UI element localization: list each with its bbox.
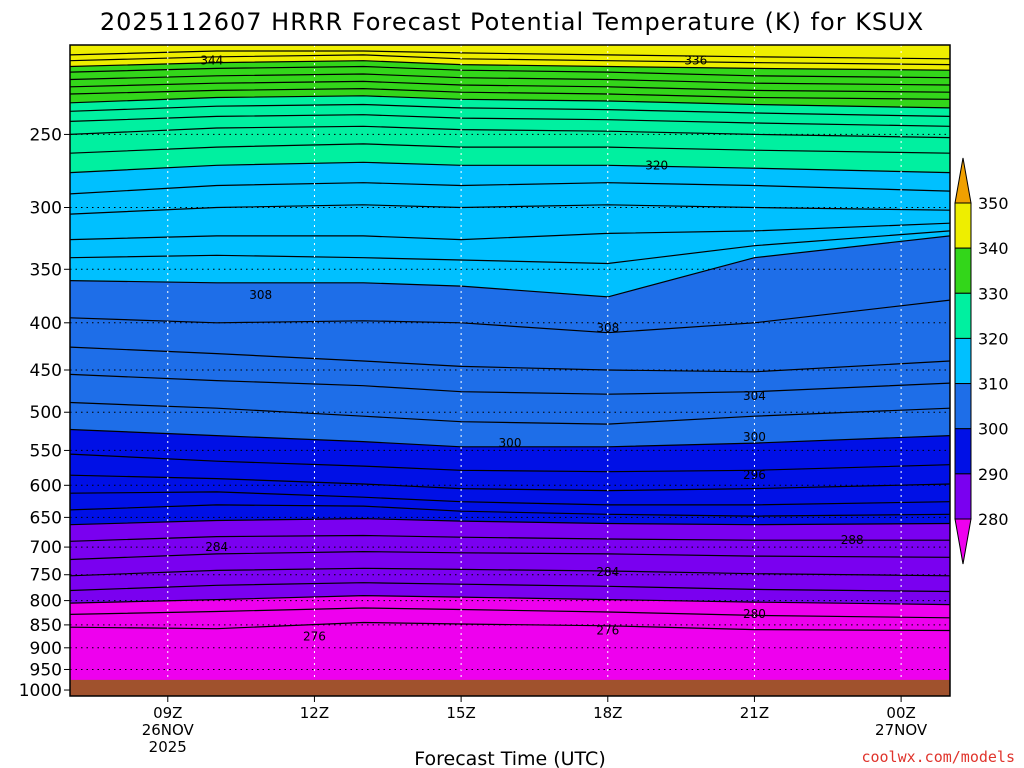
contour-296 bbox=[70, 474, 950, 492]
y-tick-label: 400 bbox=[30, 314, 62, 334]
colorbar-box bbox=[954, 473, 972, 520]
ground-surface bbox=[70, 679, 950, 696]
y-tick-label: 900 bbox=[30, 639, 62, 659]
x-tick-label: 18Z bbox=[593, 704, 622, 722]
y-tick-label: 850 bbox=[30, 616, 62, 636]
y-tick-label: 950 bbox=[30, 660, 62, 680]
y-tick-label: 1000 bbox=[19, 681, 62, 701]
band-276 bbox=[70, 622, 950, 696]
contour-label: 304 bbox=[743, 389, 766, 403]
contour-298 bbox=[70, 453, 950, 473]
x-tick-label: 27NOV bbox=[875, 721, 928, 739]
credit-text: coolwx.com/models bbox=[861, 748, 1015, 766]
y-tick-label: 350 bbox=[30, 260, 62, 280]
y-tick-label: 700 bbox=[30, 538, 62, 558]
x-tick-label: 12Z bbox=[300, 704, 329, 722]
contour-label: 276 bbox=[596, 624, 619, 638]
colorbar-tick-label: 290 bbox=[978, 465, 1009, 484]
y-tick-label: 550 bbox=[30, 441, 62, 461]
y-tick-label: 750 bbox=[30, 566, 62, 586]
y-tick-label: 450 bbox=[30, 361, 62, 381]
grid-lines bbox=[70, 45, 950, 696]
colorbar-tick-label: 300 bbox=[978, 420, 1009, 439]
contour-282 bbox=[70, 582, 950, 593]
y-tick-label: 650 bbox=[30, 508, 62, 528]
x-tick-label: 00Z bbox=[886, 704, 915, 722]
contour-label: 344 bbox=[200, 54, 223, 68]
y-tick-label: 300 bbox=[30, 199, 62, 219]
contour-label: 320 bbox=[645, 158, 668, 172]
contour-290 bbox=[70, 517, 950, 526]
colorbar-box bbox=[954, 428, 972, 475]
colorbar-tick-label: 350 bbox=[978, 194, 1009, 213]
contour-318 bbox=[70, 182, 950, 195]
colorbar-max-arrow bbox=[954, 157, 972, 204]
colorbar-tick-label: 330 bbox=[978, 284, 1009, 303]
y-axis-ticks: 250 300 350 400 450 500 550 600 650 700 750 800 850 9… bbox=[19, 125, 70, 701]
colorbar-box bbox=[954, 202, 972, 249]
x-axis-label: Forecast Time (UTC) bbox=[414, 748, 605, 768]
colorbar: 280 290 300 310 320 330 340 350 bbox=[954, 157, 1009, 565]
contour-label: 276 bbox=[303, 630, 326, 644]
contour-label: 300 bbox=[743, 430, 766, 444]
y-tick-label: 800 bbox=[30, 592, 62, 612]
chart-title: 2025112607 HRRR Forecast Potential Tempe… bbox=[100, 8, 924, 36]
contour-302 bbox=[70, 401, 950, 425]
x-tick-label: 26NOV bbox=[142, 721, 195, 739]
colorbar-box bbox=[954, 337, 972, 385]
colorbar-box bbox=[954, 247, 972, 294]
colorbar-tick-label: 340 bbox=[978, 239, 1009, 258]
contour-334 bbox=[70, 80, 950, 93]
contour-label: 288 bbox=[841, 533, 864, 547]
x-tick-label: 09Z bbox=[153, 704, 182, 722]
colorbar-tick-label: 280 bbox=[978, 510, 1009, 529]
contour-label: 280 bbox=[743, 607, 766, 621]
contour-306 bbox=[70, 346, 950, 373]
contour-304 bbox=[70, 373, 950, 395]
colorbar-tick-label: 320 bbox=[978, 329, 1009, 348]
y-tick-label: 600 bbox=[30, 476, 62, 496]
x-tick-label: 21Z bbox=[740, 704, 769, 722]
y-tick-label: 500 bbox=[30, 403, 62, 423]
contour-292 bbox=[70, 504, 950, 517]
contour-label: 336 bbox=[684, 54, 707, 68]
colorbar-box bbox=[954, 292, 972, 339]
contour-276 bbox=[70, 621, 950, 632]
contour-332 bbox=[70, 87, 950, 100]
contour-labels: 344 336 320 308 308 304 300 300 296 288 284 284 280 2… bbox=[200, 54, 863, 644]
colorbar-min-arrow bbox=[954, 518, 972, 565]
contour-label: 308 bbox=[249, 288, 272, 302]
contour-336 bbox=[70, 73, 950, 86]
y-tick-label: 250 bbox=[30, 125, 62, 145]
contour-314 bbox=[70, 222, 950, 241]
contour-label: 300 bbox=[499, 436, 522, 450]
colorbar-tick-label: 310 bbox=[978, 375, 1009, 394]
contour-label: 296 bbox=[743, 468, 766, 482]
x-tick-label: 2025 bbox=[149, 738, 187, 756]
contour-312 bbox=[70, 230, 950, 265]
contour-label: 284 bbox=[596, 565, 619, 579]
colorbar-box bbox=[954, 383, 972, 430]
contour-300 bbox=[70, 428, 950, 448]
contour-label: 308 bbox=[596, 321, 619, 335]
contour-label: 284 bbox=[205, 540, 228, 554]
x-tick-label: 15Z bbox=[446, 704, 475, 722]
plot-area: 344 336 320 308 308 304 300 300 296 288 284 284 280 2… bbox=[70, 45, 950, 696]
